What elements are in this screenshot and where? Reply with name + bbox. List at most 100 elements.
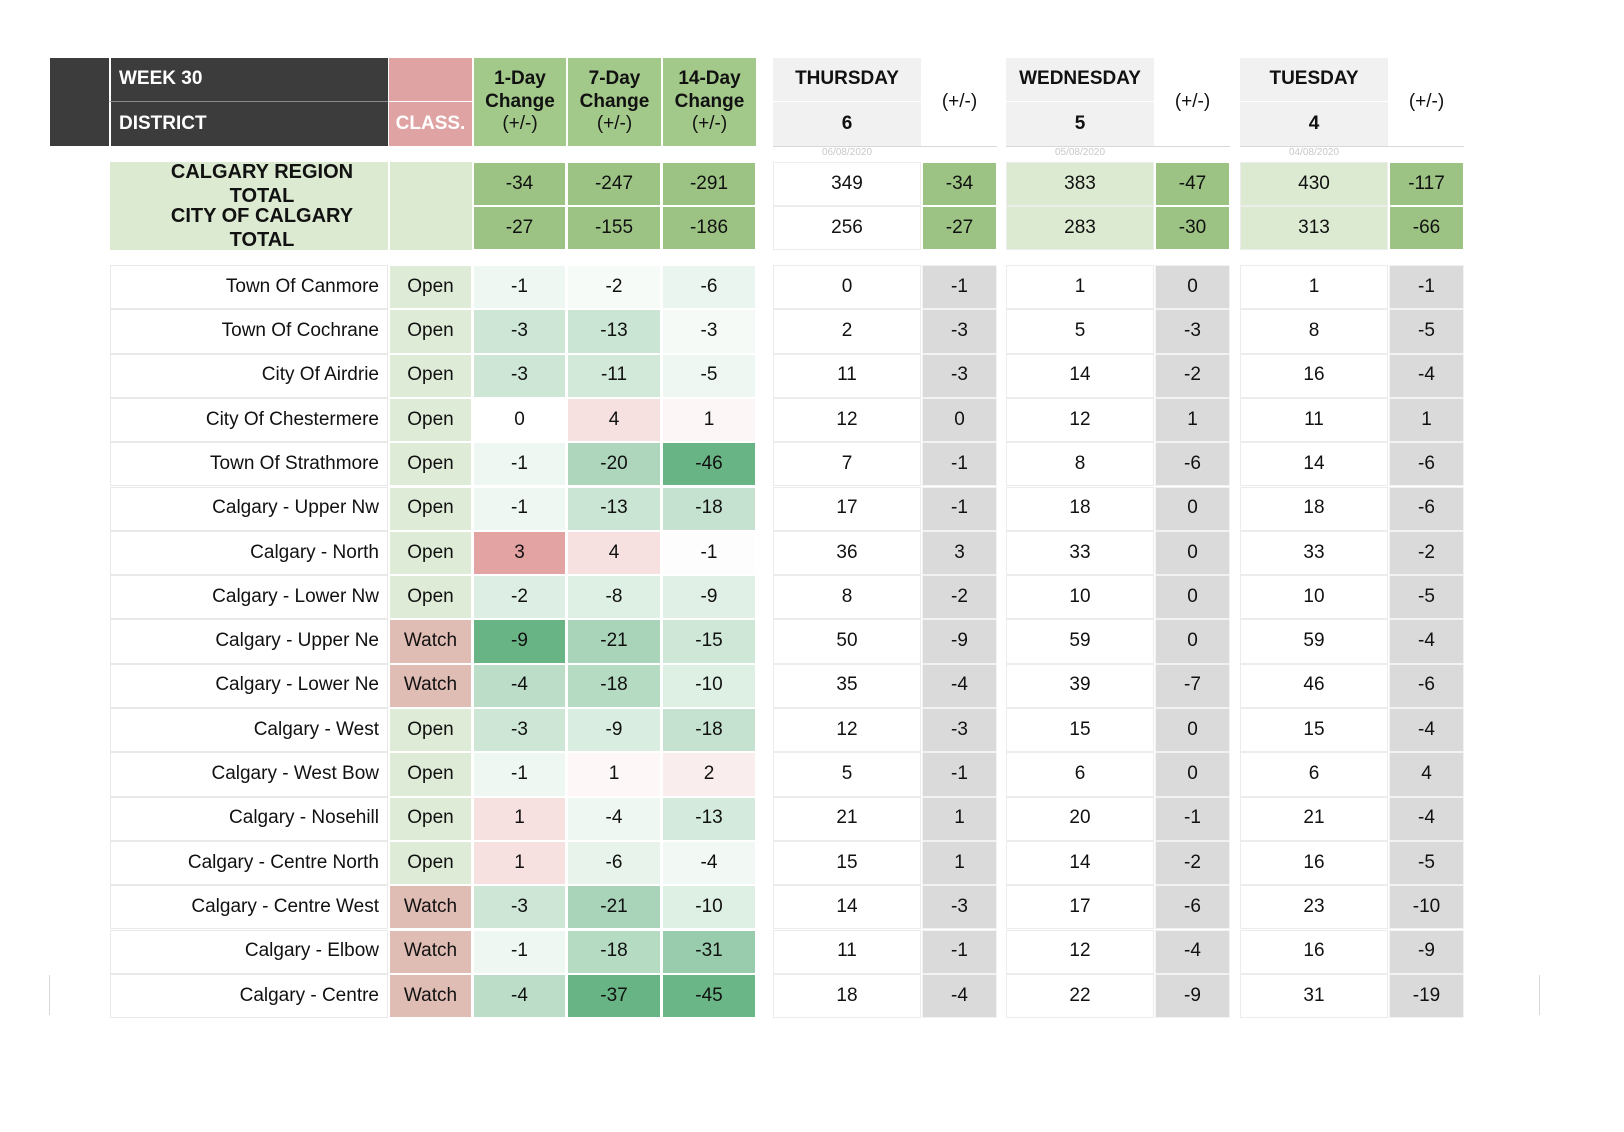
day-change: 0 <box>1155 265 1230 310</box>
day-change: -4 <box>1155 929 1230 974</box>
day-change: -2 <box>1389 530 1464 576</box>
day-value: 46 <box>1240 663 1388 708</box>
day-change: 0 <box>1155 530 1230 576</box>
change-1d: 0 <box>473 397 566 443</box>
day-change: 0 <box>1155 708 1230 753</box>
district-name: Calgary - Centre West <box>110 885 388 930</box>
day-value: 17 <box>1006 885 1154 930</box>
day-value: 15 <box>773 840 921 886</box>
change-7d: -37 <box>567 973 661 1019</box>
total-c1-change: -27 <box>473 206 566 250</box>
day-value: 21 <box>1240 796 1388 841</box>
day-value: 16 <box>1240 353 1388 398</box>
total-c1-change: -34 <box>473 162 566 206</box>
day-value: 59 <box>1006 619 1154 664</box>
district-name: Town Of Canmore <box>110 265 388 310</box>
district-name: City Of Chestermere <box>110 397 388 443</box>
district-name: Calgary - Lower Ne <box>110 663 388 708</box>
day-value: 7 <box>773 442 921 487</box>
day-value: 21 <box>773 796 921 841</box>
day-value: 12 <box>773 397 921 443</box>
day-value: 6 <box>1240 752 1388 797</box>
right-edge-line <box>1539 975 1540 1015</box>
total-day-value: 283 <box>1006 206 1154 250</box>
day-change: 3 <box>922 530 997 576</box>
total-day-change: -34 <box>922 162 997 206</box>
class-badge: Open <box>389 708 472 753</box>
day-change: 0 <box>1155 752 1230 797</box>
change-7d: -21 <box>567 885 661 930</box>
day-value: 17 <box>773 486 921 531</box>
day-change: -3 <box>922 708 997 753</box>
class-badge: Open <box>389 486 472 531</box>
total-day-value: 349 <box>773 162 921 206</box>
day-change: -1 <box>922 486 997 531</box>
day-change: -6 <box>1389 486 1464 531</box>
change-14d-header: 14-Day Change (+/-) <box>662 58 756 146</box>
day-change: -6 <box>1389 663 1464 708</box>
change-14d: -31 <box>662 929 756 974</box>
class-header: CLASS. <box>389 102 472 146</box>
district-name: Calgary - Upper Ne <box>110 619 388 664</box>
day-change: -9 <box>1389 929 1464 974</box>
day-change: -6 <box>1155 885 1230 930</box>
change-14d: -6 <box>662 265 756 310</box>
day-change: 0 <box>1155 486 1230 531</box>
district-name: City Of Airdrie <box>110 353 388 398</box>
change-7d: -6 <box>567 840 661 886</box>
day-change: -4 <box>922 973 997 1019</box>
day-value: 31 <box>1240 973 1388 1019</box>
day-change: 0 <box>922 397 997 443</box>
district-name: Calgary - Centre North <box>110 840 388 886</box>
change-1d: -1 <box>473 442 566 487</box>
day-value: 33 <box>1006 530 1154 576</box>
day-change: -2 <box>1155 840 1230 886</box>
change-1d: -1 <box>473 929 566 974</box>
day-value: 22 <box>1006 973 1154 1019</box>
total-day-change: -30 <box>1155 206 1230 250</box>
change-14d: -5 <box>662 353 756 398</box>
day-value: 36 <box>773 530 921 576</box>
day-change: -5 <box>1389 840 1464 886</box>
day-change: -3 <box>1155 309 1230 354</box>
total-day-change: -27 <box>922 206 997 250</box>
day-change: -6 <box>1155 442 1230 487</box>
class-badge: Watch <box>389 619 472 664</box>
change-7d: 4 <box>567 397 661 443</box>
change-7d-header: 7-Day Change (+/-) <box>567 58 661 146</box>
day-num-wednesday: 5 <box>1006 102 1154 146</box>
total-c14-change: -186 <box>662 206 756 250</box>
day-value: 0 <box>773 265 921 310</box>
day-value: 11 <box>773 353 921 398</box>
total-day-value: 430 <box>1240 162 1388 206</box>
class-badge: Open <box>389 265 472 310</box>
class-badge: Watch <box>389 973 472 1019</box>
total-day-change: -66 <box>1389 206 1464 250</box>
day-change: -10 <box>1389 885 1464 930</box>
change-7d: -18 <box>567 929 661 974</box>
pm-header-wednesday: (+/-) <box>1155 58 1230 146</box>
day-value: 8 <box>1240 309 1388 354</box>
day-change: -3 <box>922 885 997 930</box>
change-7d: -9 <box>567 708 661 753</box>
day-value: 12 <box>773 708 921 753</box>
change-14d: -13 <box>662 796 756 841</box>
change-7d: -4 <box>567 796 661 841</box>
change-14d: -18 <box>662 708 756 753</box>
change-14d: -46 <box>662 442 756 487</box>
district-name: Calgary - West <box>110 708 388 753</box>
change-14d: -15 <box>662 619 756 664</box>
day-change: -5 <box>1389 575 1464 620</box>
day-change: -3 <box>922 309 997 354</box>
day-value: 50 <box>773 619 921 664</box>
day-change: 0 <box>1155 575 1230 620</box>
district-header: DISTRICT <box>109 102 388 146</box>
change-7d: -2 <box>567 265 661 310</box>
day-change: -1 <box>922 929 997 974</box>
class-badge: Open <box>389 397 472 443</box>
change-7d: -11 <box>567 353 661 398</box>
day-change: -4 <box>1389 708 1464 753</box>
change-7d: -21 <box>567 619 661 664</box>
change-14d: -4 <box>662 840 756 886</box>
change-7d: -13 <box>567 486 661 531</box>
